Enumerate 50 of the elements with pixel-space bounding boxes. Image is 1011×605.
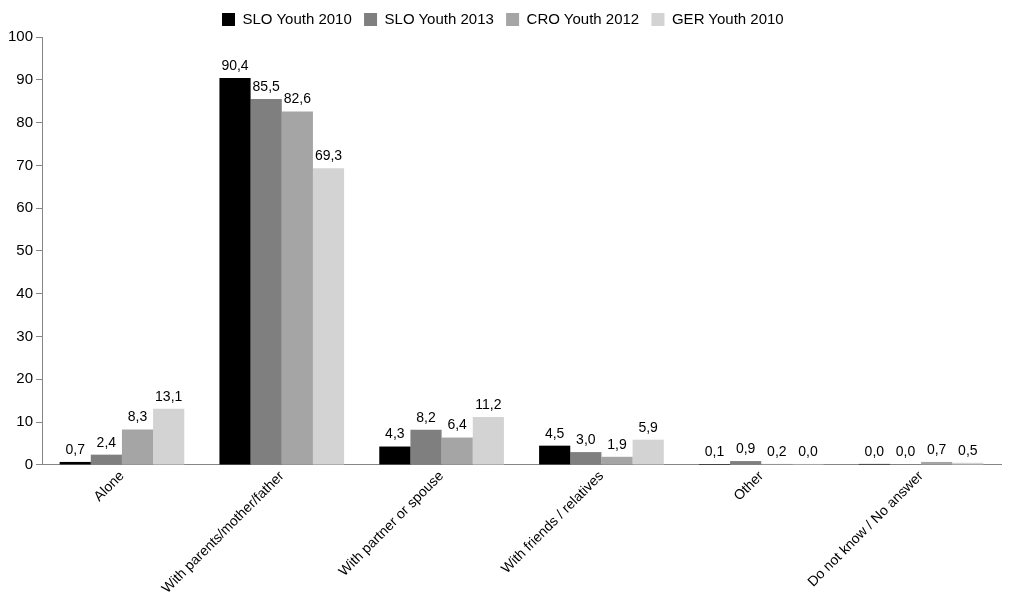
data-label: 0,9 [735,439,756,456]
y-tick-label: 20 [16,369,34,387]
data-label: 1,9 [607,435,627,452]
bar [539,445,571,465]
data-label: 90,4 [221,56,249,73]
data-label: 11,2 [475,395,502,412]
bar [441,437,473,465]
y-tick-label: 0 [24,455,34,473]
data-label: 6,4 [447,416,468,433]
data-label: 0,7 [65,440,86,457]
data-label: 4,3 [385,425,405,442]
data-label: 0,2 [767,442,787,459]
data-label: 0,7 [926,440,947,457]
y-tick-label: 30 [16,326,34,344]
legend-label: SLO Youth 2010 [242,9,352,27]
y-tick-label: 80 [16,112,34,130]
bar [121,429,154,465]
data-label: 13,1 [155,387,183,404]
bar [472,417,504,465]
data-label: 3,0 [576,430,596,447]
data-label: 85,5 [252,77,281,94]
y-tick-label: 70 [16,155,34,173]
data-label: 0,5 [958,441,978,458]
bar [153,408,185,465]
data-label: 0,0 [864,442,885,459]
y-tick-label: 40 [16,283,34,301]
y-tick-label: 100 [8,27,34,45]
y-tick-label: 60 [16,198,34,216]
data-label: 8,2 [416,408,436,425]
data-label: 8,3 [127,408,148,425]
data-label: 0,0 [895,442,916,459]
data-label: 69,3 [314,147,343,164]
y-tick-label: 50 [16,241,34,259]
y-tick-label: 10 [16,412,34,430]
data-label: 4,5 [544,424,565,441]
legend-label: CRO Youth 2012 [526,9,640,27]
bar [632,439,664,465]
bar [281,111,313,465]
bar [379,446,411,465]
data-label: 5,9 [638,418,659,435]
bar [312,168,345,465]
data-label: 2,4 [96,433,117,450]
data-label: 0,1 [704,442,725,459]
data-label: 82,6 [283,90,312,107]
bar [601,456,633,465]
bar [219,78,251,465]
legend-label: SLO Youth 2013 [384,9,494,27]
y-tick-label: 90 [16,69,34,87]
legend-label: GER Youth 2010 [671,9,784,27]
data-label: 0,0 [798,442,818,459]
